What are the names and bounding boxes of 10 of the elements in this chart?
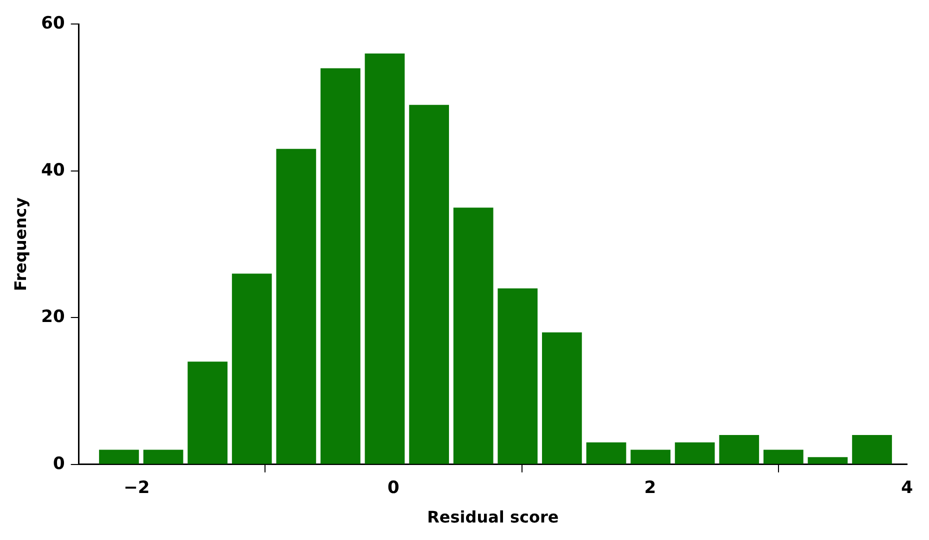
x-axis-title: Residual score <box>427 508 559 527</box>
y-tick-label: 60 <box>41 14 66 34</box>
x-tick-label: −2 <box>124 478 150 498</box>
x-tick-label: 0 <box>388 478 400 498</box>
y-axis-title: Frequency <box>10 196 30 292</box>
x-tick-label: 2 <box>644 478 656 498</box>
x-tick-label: 4 <box>901 478 914 498</box>
y-tick-label: 20 <box>41 307 66 328</box>
y-tick-label: 0 <box>53 454 66 474</box>
y-tick-label: 40 <box>41 160 66 180</box>
